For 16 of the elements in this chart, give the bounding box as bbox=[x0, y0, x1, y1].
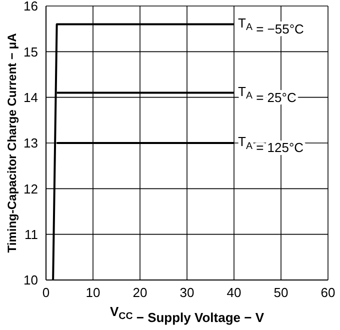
x-tick-label: 30 bbox=[180, 285, 194, 300]
x-tick-label: 40 bbox=[226, 285, 242, 300]
x-tick-label: 20 bbox=[132, 285, 148, 300]
y-tick-label: 15 bbox=[24, 44, 38, 60]
y-tick-label: 16 bbox=[24, 0, 38, 14]
x-tick-label: 0 bbox=[42, 285, 50, 300]
x-tick-label: 60 bbox=[320, 285, 336, 300]
x-tick-label: 50 bbox=[274, 285, 288, 300]
y-tick-label: 14 bbox=[24, 90, 38, 105]
y-tick-label: 12 bbox=[24, 181, 38, 196]
y-tick-label: 10 bbox=[24, 272, 38, 288]
x-axis-title: V$_{CC}$ − Supply Voltage − V bbox=[110, 304, 264, 326]
y-tick-label: 11 bbox=[24, 226, 38, 242]
y-tick-label: 13 bbox=[24, 136, 38, 151]
x-tick-label: 10 bbox=[86, 285, 100, 300]
y-axis-title: Timing-Capacitor Charge Current − μA bbox=[5, 32, 19, 253]
